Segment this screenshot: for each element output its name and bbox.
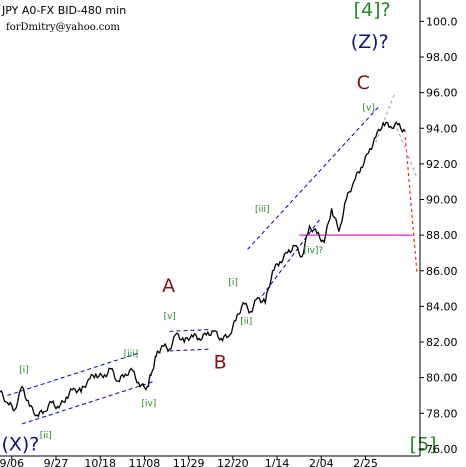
channel-upper-line [7, 352, 141, 396]
wave-label: [4]? [354, 0, 391, 21]
forecast-alternative-line [394, 122, 418, 179]
y-tick-label: 98.00 [426, 51, 458, 64]
wave-label: [ii] [240, 317, 252, 327]
x-tick-label: 2/04 [309, 457, 334, 467]
forecast-primary-line [404, 137, 418, 275]
x-tick-label: 9/27 [44, 457, 69, 467]
price-series-line [0, 121, 406, 418]
channel-layer [7, 104, 381, 425]
wave-label: [v] [164, 312, 176, 322]
channel-lower-line [21, 380, 155, 425]
wave-label: [iv] [141, 399, 156, 409]
y-tick-label: 86.00 [426, 265, 458, 278]
wave-label: [iii] [124, 349, 139, 359]
x-tick-label: 11/29 [173, 457, 205, 467]
chart-subtitle: forDmitry@yahoo.com [6, 22, 120, 33]
y-tick-label: 78.00 [426, 407, 458, 420]
y-tick-label: 84.00 [426, 300, 458, 313]
wave-label: [i] [228, 278, 238, 288]
wave-label: [5] [410, 434, 437, 456]
x-tick-label: 2/25 [353, 457, 378, 467]
wave-label: [v] [363, 103, 375, 113]
wave-label: [iv]? [304, 246, 324, 256]
x-tick-label: 9/06 [0, 457, 24, 467]
y-tick-label: 100.0 [426, 15, 458, 28]
wave-label: C [357, 72, 370, 94]
x-tick-label: 10/18 [84, 457, 116, 467]
channel-upper-line [247, 104, 381, 250]
forecast-alternative-line [375, 92, 396, 143]
chart-title: JPY A0-FX BID-480 min [1, 4, 126, 17]
wave-label: B [214, 352, 227, 374]
x-tick-label: 1/14 [265, 457, 290, 467]
y-tick-label: 76.00 [426, 443, 458, 456]
y-tick-label: 88.00 [426, 229, 458, 242]
price-layer [0, 121, 406, 418]
y-tick-label: 80.00 [426, 372, 458, 385]
x-tick-label: 11/08 [129, 457, 161, 467]
wave-label-layer: [i] [ii] [iii] [iv] [v] [i] [ii] [iii] [iv]? [v] A… [1, 0, 436, 456]
forecast-layer [375, 92, 418, 275]
channel-lower-line [261, 217, 322, 296]
y-tick-label: 94.00 [426, 122, 458, 135]
wave-label: [iii] [255, 205, 270, 215]
y-tick-label: 90.00 [426, 194, 458, 207]
wave-label: [i] [19, 365, 29, 375]
y-tick-label: 96.00 [426, 87, 458, 100]
y-tick-label: 82.00 [426, 336, 458, 349]
wave-label: [ii] [40, 431, 52, 441]
y-tick-label: 92.00 [426, 158, 458, 171]
wave-label: A [162, 275, 175, 297]
wave-label: (X)? [1, 434, 39, 456]
x-tick-label: 12/20 [217, 457, 249, 467]
wave-label: (Z)? [351, 31, 389, 53]
